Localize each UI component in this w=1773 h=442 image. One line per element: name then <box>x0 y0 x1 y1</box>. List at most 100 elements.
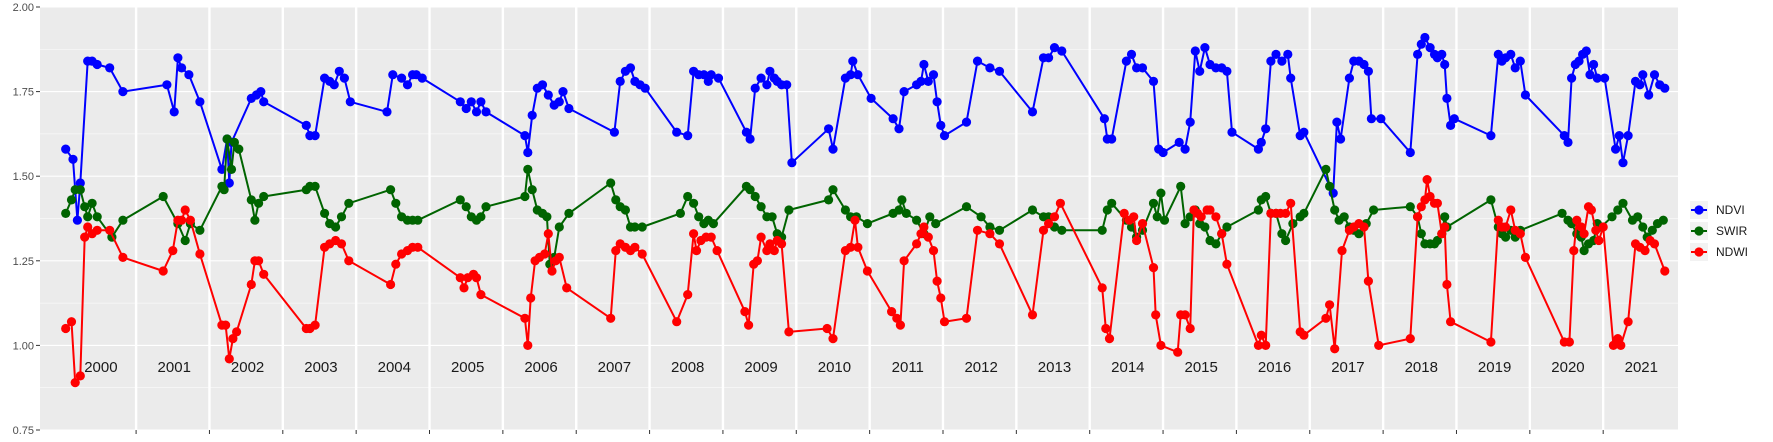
data-point-ndvi <box>334 66 344 76</box>
data-point-ndvi <box>345 97 355 107</box>
data-point-swir <box>1647 225 1657 235</box>
data-point-ndvi <box>382 107 392 117</box>
data-point-swir <box>310 181 320 191</box>
data-point-swir <box>1057 225 1067 235</box>
data-point-swir <box>523 164 533 174</box>
data-point-swir <box>250 215 260 225</box>
data-point-ndwi <box>459 283 469 293</box>
year-label: 2001 <box>158 359 191 376</box>
data-point-ndvi <box>1190 46 1200 56</box>
data-point-ndvi <box>1283 49 1293 60</box>
data-point-swir <box>542 212 552 222</box>
series-ndwi <box>61 175 1670 388</box>
data-point-ndwi <box>1660 266 1670 276</box>
data-point-swir <box>564 208 574 218</box>
data-point-swir <box>689 198 699 208</box>
data-point-ndwi <box>706 232 716 242</box>
data-point-ndvi <box>936 120 946 130</box>
data-point-swir <box>630 222 640 232</box>
data-point-swir <box>1486 195 1496 205</box>
data-point-ndvi <box>1567 73 1577 83</box>
data-point-ndwi <box>158 266 168 276</box>
data-point-ndvi <box>388 70 398 80</box>
data-point-swir <box>1261 191 1271 202</box>
data-point-ndwi <box>1097 283 1107 293</box>
data-point-swir <box>476 212 486 222</box>
y-axis: 0.75 1.00 1.25 1.50 1.75 2.00 <box>13 2 40 437</box>
data-point-ndwi <box>232 327 242 337</box>
data-point-ndvi <box>1299 127 1309 137</box>
data-point-ndvi <box>1592 73 1602 83</box>
data-point-ndvi <box>1440 59 1450 70</box>
data-point-ndvi <box>1644 90 1654 100</box>
legend-marker-ndwi <box>1694 247 1704 257</box>
data-point-swir <box>1613 205 1623 215</box>
y-tick-label: 1.00 <box>13 340 34 352</box>
data-point-swir <box>1176 181 1186 191</box>
data-point-ndwi <box>932 276 942 286</box>
legend-label-ndvi: NDVI <box>1716 203 1745 217</box>
data-point-swir <box>80 202 90 212</box>
data-point-ndvi <box>184 70 194 80</box>
data-point-ndvi <box>527 110 537 120</box>
data-point-swir <box>180 235 190 246</box>
year-label: 2021 <box>1625 359 1658 376</box>
data-point-swir <box>229 137 239 147</box>
data-point-ndwi <box>1055 198 1065 208</box>
data-point-swir <box>1432 235 1442 246</box>
data-point-swir <box>336 212 347 222</box>
data-point-ndvi <box>1027 107 1038 117</box>
data-point-swir <box>1658 215 1668 225</box>
data-point-swir <box>1440 212 1450 222</box>
data-point-ndvi <box>1446 120 1456 130</box>
data-point-ndvi <box>68 154 78 164</box>
data-point-swir <box>862 219 873 229</box>
data-point-swir <box>158 191 168 202</box>
legend-label-swir: SWIR <box>1716 224 1748 238</box>
data-point-ndwi <box>1027 310 1038 320</box>
data-point-ndwi <box>1185 323 1195 334</box>
data-point-ndvi <box>1600 73 1610 83</box>
data-point-ndwi <box>1594 235 1604 246</box>
data-point-ndvi <box>118 87 128 97</box>
data-point-ndvi <box>523 147 533 158</box>
year-label: 2000 <box>84 359 117 376</box>
data-point-ndvi <box>1563 137 1573 147</box>
year-label: 2013 <box>1038 359 1071 376</box>
year-facet-separators <box>134 7 1605 430</box>
data-point-ndvi <box>1277 56 1287 66</box>
data-point-ndvi <box>899 87 909 97</box>
data-point-swir <box>1607 212 1617 222</box>
data-point-swir <box>413 215 423 225</box>
data-point-ndvi <box>1336 134 1346 144</box>
data-point-ndvi <box>558 87 568 97</box>
legend-label-ndwi: NDWI <box>1716 245 1748 259</box>
data-point-ndwi <box>523 340 533 350</box>
data-point-swir <box>683 191 693 202</box>
data-point-swir <box>1180 219 1190 229</box>
data-point-swir <box>75 185 85 195</box>
year-label: 2016 <box>1258 359 1291 376</box>
data-point-ndwi <box>1623 317 1633 327</box>
data-point-ndwi <box>1506 205 1516 215</box>
data-point-ndwi <box>691 246 702 256</box>
data-point-ndwi <box>520 313 530 323</box>
legend: NDVI SWIR NDWI <box>1688 198 1768 265</box>
data-point-ndvi <box>1286 73 1296 83</box>
y-tick-label: 1.25 <box>13 256 34 268</box>
data-point-ndwi <box>1405 334 1415 344</box>
data-point-swir <box>1405 202 1415 212</box>
data-point-swir <box>931 219 941 229</box>
y-tick-label: 1.50 <box>13 171 34 183</box>
data-point-swir <box>1200 222 1210 232</box>
data-point-ndvi <box>1506 49 1516 60</box>
x-axis: 2000 2001 2002 2003 2004 2005 2006 2007 2008 2009… <box>84 359 1658 434</box>
data-point-swir <box>254 198 264 208</box>
data-point-ndwi <box>752 256 763 266</box>
data-point-ndvi <box>1635 80 1645 90</box>
year-label: 2020 <box>1551 359 1584 376</box>
data-point-ndwi <box>70 378 80 388</box>
data-point-ndvi <box>928 70 939 80</box>
data-point-ndvi <box>1515 56 1525 66</box>
data-point-ndwi <box>985 229 995 239</box>
